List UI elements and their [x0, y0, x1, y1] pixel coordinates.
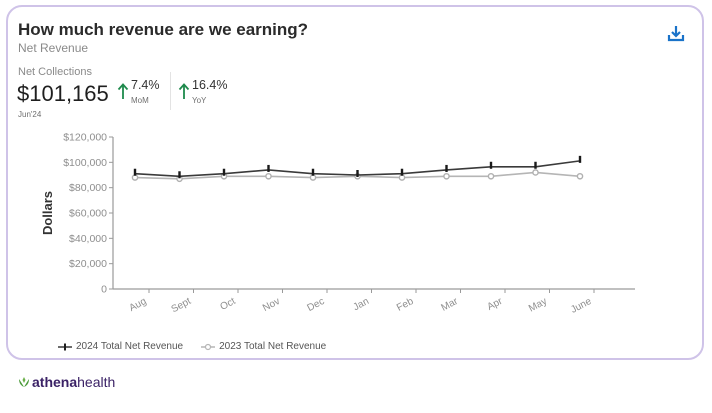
data-point-2024	[445, 164, 448, 172]
y-tick-label: $100,000	[63, 157, 107, 169]
x-tick-label: Apr	[486, 296, 505, 313]
data-point-2023	[487, 172, 495, 180]
leaf-logo-icon	[19, 377, 29, 387]
logo-text-light: health	[77, 374, 116, 390]
x-tick-label: Sept	[170, 296, 194, 315]
arrow-up-icon	[178, 83, 190, 99]
card-title: How much revenue are we earning?	[18, 20, 309, 39]
yoy-label: YoY	[192, 96, 207, 105]
mom-value: 7.4%	[131, 78, 160, 92]
x-tick-label: June	[569, 296, 594, 316]
x-tick-label: Jan	[352, 296, 371, 313]
legend-label-2023: 2023 Total Net Revenue	[219, 341, 327, 352]
data-point-2024	[356, 170, 359, 177]
yoy-value: 16.4%	[192, 78, 228, 92]
data-point-2024	[267, 164, 270, 172]
data-point-2024	[578, 155, 582, 163]
x-tick-label: Feb	[395, 296, 416, 314]
data-point-2024	[534, 161, 537, 169]
x-tick-label: Oct	[219, 296, 238, 313]
y-tick-label: $40,000	[69, 233, 107, 245]
data-point-2024	[133, 168, 137, 176]
data-point-2023	[532, 169, 539, 176]
y-tick-label: $80,000	[69, 182, 107, 194]
x-tick-label: May	[527, 296, 549, 315]
y-tick-label: $20,000	[69, 258, 107, 270]
data-point-2023	[443, 172, 450, 180]
legend-item-2024[interactable]: 2024 Total Net Revenue	[58, 341, 183, 352]
kpi-value: $101,165	[17, 81, 109, 106]
chart-legend: 2024 Total Net Revenue 2023 Total Net Re…	[58, 341, 326, 352]
data-point-2023	[576, 172, 584, 180]
athenahealth-logo: athena health	[18, 374, 115, 390]
data-point-2024	[489, 161, 493, 169]
data-point-2024	[311, 168, 315, 176]
card-subtitle: Net Revenue	[18, 41, 89, 55]
legend-marker-2023-icon	[201, 343, 216, 350]
kpi-divider	[170, 72, 171, 110]
x-tick-label: Dec	[306, 296, 327, 314]
x-tick-label: Mar	[440, 296, 461, 314]
revenue-line-chart: 0 $20,000 $40,000 $60,000 $80,000 $100,000 $12…	[40, 132, 635, 316]
y-tick-label: $120,000	[63, 132, 107, 144]
data-point-2024	[400, 168, 404, 176]
legend-label-2024: 2024 Total Net Revenue	[76, 341, 184, 352]
data-point-2024	[222, 168, 226, 176]
x-tick-label: Nov	[261, 296, 282, 314]
revenue-card	[6, 5, 704, 360]
x-tick-label: Aug	[128, 296, 149, 314]
y-tick-label: 0	[101, 284, 107, 296]
data-point-2024	[178, 171, 181, 179]
download-icon	[667, 26, 685, 42]
mom-label: MoM	[131, 96, 149, 105]
download-button[interactable]	[666, 24, 686, 44]
legend-marker-2024-icon	[58, 343, 72, 350]
kpi-date: Jun'24	[18, 110, 42, 119]
legend-item-2023[interactable]: 2023 Total Net Revenue	[201, 341, 326, 352]
y-axis-title: Dollars	[40, 191, 55, 235]
arrow-up-icon	[117, 83, 129, 99]
kpi-label: Net Collections	[18, 66, 92, 78]
data-point-2023	[265, 172, 272, 180]
logo-text-bold: athena	[32, 374, 78, 390]
y-tick-label: $60,000	[69, 208, 107, 220]
